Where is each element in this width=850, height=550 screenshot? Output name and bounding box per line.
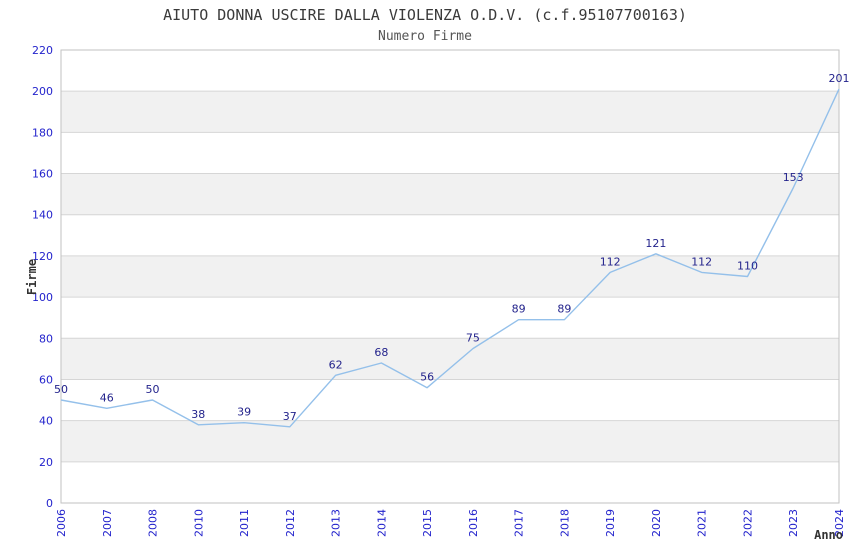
y-tick-label: 100	[32, 291, 53, 304]
data-point-label: 37	[283, 410, 297, 423]
y-tick-label: 40	[39, 415, 53, 428]
x-tick-label: 2022	[742, 509, 755, 537]
y-tick-label: 80	[39, 332, 53, 345]
grid-band	[61, 173, 839, 215]
x-tick-label: 2010	[192, 509, 205, 537]
data-point-label: 50	[146, 383, 160, 396]
grid-band	[61, 255, 839, 298]
y-tick-label: 200	[32, 85, 53, 98]
y-tick-label: 0	[46, 497, 53, 510]
x-tick-label: 2008	[147, 509, 160, 537]
y-tick-label: 20	[39, 456, 53, 469]
x-tick-label: 2012	[284, 509, 297, 537]
grid-band	[61, 91, 839, 133]
x-tick-label: 2016	[467, 509, 480, 537]
x-tick-label: 2014	[375, 509, 388, 537]
data-point-label: 39	[237, 406, 251, 419]
data-point-label: 153	[783, 171, 804, 184]
x-tick-label: 2019	[604, 509, 617, 537]
grid-band	[61, 420, 839, 462]
firme-line	[60, 88, 840, 428]
data-point-label: 201	[829, 72, 850, 85]
x-tick-label: 2007	[101, 509, 114, 537]
x-tick-label: 2024	[833, 509, 846, 537]
data-point-label: 46	[100, 391, 114, 404]
x-tick-label: 2015	[421, 509, 434, 537]
y-tick-label: 120	[32, 250, 53, 263]
data-point-label: 89	[557, 303, 571, 316]
x-tick-label: 2013	[330, 509, 343, 537]
chart-title: AIUTO DONNA USCIRE DALLA VIOLENZA O.D.V.…	[163, 6, 687, 24]
x-tick-label: 2017	[513, 509, 526, 537]
grid-band	[61, 338, 839, 380]
data-point-label: 75	[466, 332, 480, 345]
chart-subtitle: Numero Firme	[378, 29, 472, 44]
plot-bands	[61, 91, 839, 462]
x-tick-label: 2006	[55, 509, 68, 537]
data-point-label: 62	[329, 358, 343, 371]
y-tick-label: 140	[32, 209, 53, 222]
x-tick-label: 2021	[696, 509, 709, 537]
y-axis-tick-labels: 0 20 40 60 80 100 120 140 160 180 200 220	[32, 44, 53, 510]
data-point-label: 50	[54, 383, 68, 396]
data-point-label: 38	[191, 408, 205, 421]
x-tick-label: 2020	[650, 509, 663, 537]
y-tick-label: 180	[32, 126, 53, 139]
x-tick-label: 2018	[558, 509, 571, 537]
data-point-label: 110	[737, 260, 758, 273]
data-series-firme	[60, 88, 840, 428]
y-tick-label: 220	[32, 44, 53, 57]
data-point-label: 56	[420, 371, 434, 384]
x-axis-tick-labels: 2006 2007 2008 2010 2011 2012 2013 2014 2015 2016…	[55, 509, 846, 537]
data-point-labels: 50 46 50 38 39 37 62 68 56 75 89 89 112 121 112 110 153 2…	[54, 72, 850, 423]
data-point-label: 89	[512, 303, 526, 316]
data-point-label: 112	[691, 255, 712, 268]
y-tick-label: 60	[39, 374, 53, 387]
data-point-label: 121	[645, 237, 666, 250]
y-tick-label: 160	[32, 168, 53, 181]
data-point-label: 68	[374, 346, 388, 359]
plot-border	[60, 49, 840, 504]
data-point-label: 112	[600, 255, 621, 268]
x-tick-label: 2011	[238, 509, 251, 537]
x-axis-title: Anno	[814, 528, 843, 542]
y-axis-title: Firme	[25, 259, 39, 295]
x-tick-label: 2023	[787, 509, 800, 537]
